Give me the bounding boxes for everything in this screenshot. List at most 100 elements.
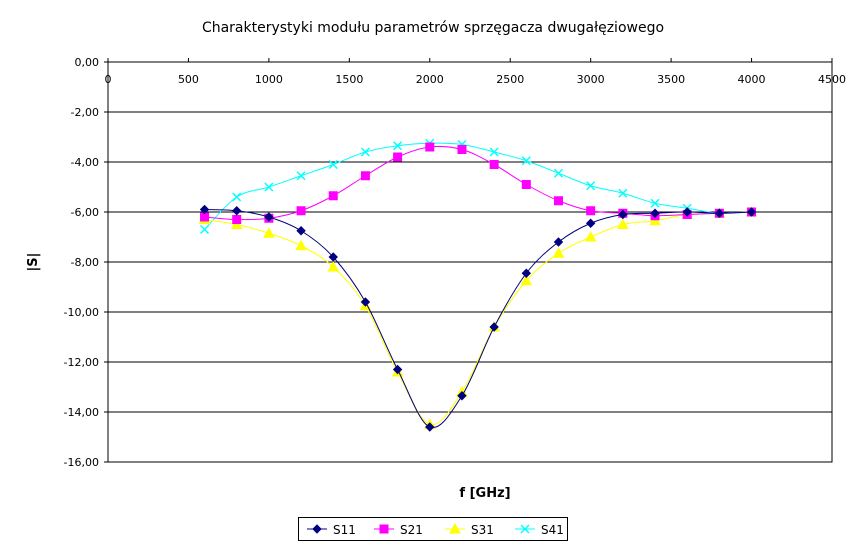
series-s21-point xyxy=(586,206,596,216)
series-s21-point xyxy=(457,145,467,154)
series-s31-line xyxy=(204,211,752,426)
chart-title: Charakterystyki modułu parametrów sprzęg… xyxy=(201,20,665,36)
series-s11-point xyxy=(682,207,692,217)
series-s11-point xyxy=(425,422,435,432)
series-s41-point-stroke xyxy=(553,168,564,178)
series-s41-point-stroke xyxy=(393,141,403,151)
series-s11-point xyxy=(392,364,403,375)
x-tick-label: 2500 xyxy=(496,73,524,86)
series-s11-point xyxy=(199,204,210,215)
legend-s41-label: S41 xyxy=(541,523,564,537)
legend: S11 S21 S31 S41 xyxy=(298,517,568,541)
x-tick-label: 500 xyxy=(178,73,199,86)
series-s21-point xyxy=(360,171,370,181)
y-tick-label: -12,00 xyxy=(64,356,99,369)
y-tick-label: -6,00 xyxy=(71,206,99,219)
y-tick-label: -4,00 xyxy=(71,156,99,169)
y-axis-label: |S| xyxy=(26,253,41,272)
legend-s31-label: S31 xyxy=(471,523,494,537)
series-s41-point xyxy=(200,224,210,235)
series-s21-point xyxy=(553,196,563,206)
x-tick-label: 4500 xyxy=(818,73,846,86)
series-s21-point xyxy=(232,215,242,224)
series-s31-point xyxy=(616,218,629,229)
series-s11-point xyxy=(618,209,628,220)
x-tick-label: 3500 xyxy=(657,73,685,86)
series-s11-point xyxy=(232,206,242,216)
x-tick-label: 1000 xyxy=(255,73,283,86)
series-s41-point xyxy=(521,156,531,166)
series-s41-point-stroke xyxy=(618,188,628,198)
series-s41-point-stroke xyxy=(296,171,306,181)
series-s41-point xyxy=(232,192,242,202)
series-s11-point xyxy=(296,226,306,236)
series-s11-point xyxy=(489,322,499,332)
series-s41-point xyxy=(393,141,403,151)
series-s21-point xyxy=(521,180,531,189)
legend-svg: S11 S21 S31 S41 xyxy=(307,522,564,537)
series-s11-point xyxy=(650,208,660,218)
series-s11-point xyxy=(328,252,338,262)
series-s41-point xyxy=(296,171,306,181)
legend-s41-marker xyxy=(520,524,530,534)
series-s11-point xyxy=(553,237,564,247)
series-s11-line xyxy=(204,209,752,429)
legend-s21-marker xyxy=(379,524,389,534)
y-tick-label: -14,00 xyxy=(64,406,99,419)
legend-s41-marker-stroke xyxy=(520,524,530,534)
y-tick-label: 0,00 xyxy=(75,56,100,69)
series-s21-point xyxy=(296,206,306,216)
series-s11-point xyxy=(457,391,467,401)
x-axis-label: f [GHz] xyxy=(459,486,510,501)
x-tick-label: 2000 xyxy=(416,73,444,86)
series-s41-point xyxy=(264,182,274,192)
x-tick-label: 3000 xyxy=(577,73,605,86)
series-s41-point-stroke xyxy=(521,156,531,166)
x-tick-label: 1500 xyxy=(335,73,363,86)
series-s41-point-stroke xyxy=(328,159,338,170)
series-s41-point xyxy=(650,198,660,208)
series-s31-point xyxy=(520,274,533,286)
y-tick-label: -8,00 xyxy=(71,256,99,269)
series-s31-point xyxy=(327,260,340,272)
series-s21-line xyxy=(204,145,752,221)
series-s11-point xyxy=(264,212,274,222)
series-s41-line xyxy=(204,142,752,230)
series-s11-point xyxy=(360,297,371,307)
series-s11-point xyxy=(521,268,532,278)
series-s11-point xyxy=(714,208,725,218)
series-s21-point xyxy=(489,160,499,169)
legend-s11-label: S11 xyxy=(333,523,356,537)
series-s41-point-stroke xyxy=(232,192,242,202)
series-s31-point xyxy=(263,227,275,238)
series-s21-point xyxy=(393,152,403,162)
x-tick-label: 0 xyxy=(105,73,112,86)
y-tick-label: -16,00 xyxy=(64,456,99,469)
y-tick-label: -10,00 xyxy=(64,306,99,319)
legend-s31-marker xyxy=(449,522,461,534)
series-s21-point xyxy=(425,142,435,152)
series-s41-point-stroke xyxy=(264,182,274,192)
series-s41-point-stroke xyxy=(200,224,210,235)
series-s41-point-stroke xyxy=(360,147,370,157)
series-s41-point xyxy=(360,147,370,157)
legend-s11-marker xyxy=(312,524,322,534)
x-tick-label: 4000 xyxy=(738,73,766,86)
series-s11-point xyxy=(585,218,596,228)
series-s41-point-stroke xyxy=(586,181,596,191)
series-s11-point xyxy=(746,207,757,217)
series-s41-point-stroke xyxy=(650,198,660,208)
series-s41-point xyxy=(328,159,338,170)
series-s41-point xyxy=(553,168,564,178)
series-s41-point xyxy=(586,181,596,191)
series-s31-point xyxy=(584,230,597,242)
series-s41-point-stroke xyxy=(489,147,499,157)
y-tick-label: -2,00 xyxy=(71,106,99,119)
legend-s21-label: S21 xyxy=(400,523,423,537)
series-s31-point xyxy=(552,247,565,258)
series-s21-point xyxy=(328,191,338,201)
series-s31-point xyxy=(295,239,307,251)
series-s41-point xyxy=(489,147,499,157)
